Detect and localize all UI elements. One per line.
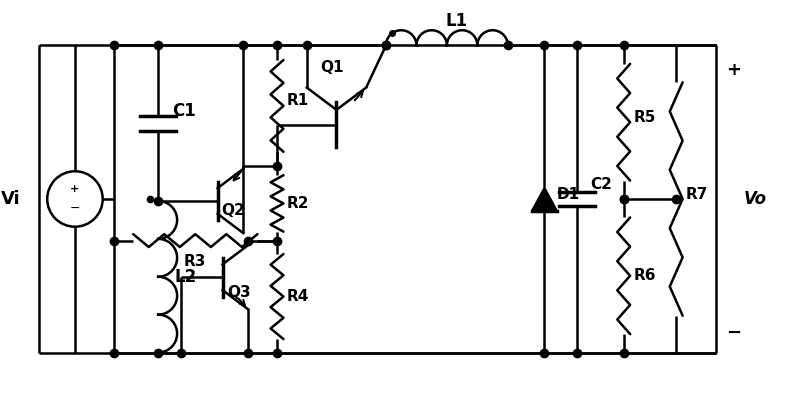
Text: −: −	[70, 202, 80, 215]
Text: −: −	[726, 324, 741, 342]
Text: Q2: Q2	[222, 203, 246, 218]
Text: R2: R2	[287, 196, 310, 211]
Text: R1: R1	[287, 93, 309, 109]
Text: R7: R7	[686, 187, 709, 202]
Text: +: +	[726, 61, 741, 79]
Text: R5: R5	[634, 110, 656, 125]
Polygon shape	[531, 187, 558, 211]
Text: D1: D1	[556, 187, 579, 202]
Text: L1: L1	[446, 11, 468, 30]
Text: R6: R6	[634, 268, 656, 283]
Text: R4: R4	[287, 289, 310, 304]
Text: C2: C2	[590, 177, 612, 192]
Text: R3: R3	[184, 255, 206, 269]
Text: L2: L2	[174, 268, 196, 286]
Text: Vi: Vi	[1, 190, 21, 208]
Text: C1: C1	[172, 102, 196, 120]
Text: Q1: Q1	[320, 60, 343, 75]
Text: Vo: Vo	[743, 190, 766, 208]
Text: +: +	[70, 184, 79, 194]
Text: Q3: Q3	[227, 285, 251, 300]
